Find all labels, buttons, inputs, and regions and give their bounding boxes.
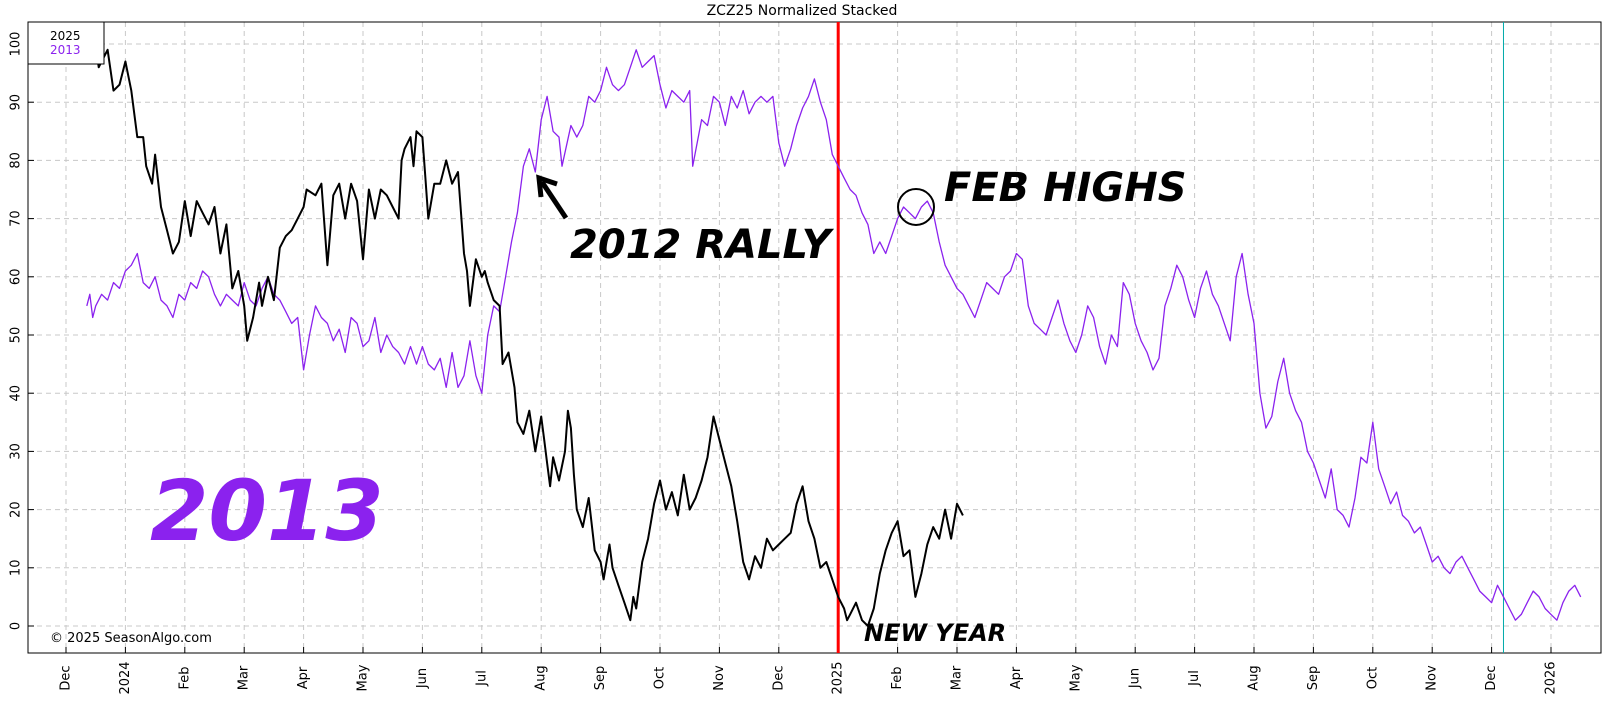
- rally-arrow: [536, 174, 569, 220]
- x-tick-label: Mar: [237, 665, 252, 690]
- x-tick-label: Nov: [1425, 665, 1440, 691]
- x-tick-label: Jun: [415, 668, 430, 689]
- feb-highs-circle: [897, 188, 935, 226]
- y-tick-label: 10: [9, 560, 24, 577]
- x-tick-label: May: [1068, 664, 1083, 691]
- x-tick-label: Dec: [59, 665, 74, 690]
- legend-entry-2025: 2025: [50, 29, 81, 43]
- x-tick-label: Sep: [593, 666, 608, 691]
- x-tick-label: Oct: [653, 667, 668, 689]
- rally-arrow-shaft: [539, 180, 569, 220]
- y-tick-label: 50: [9, 327, 24, 344]
- y-tick-label: 20: [9, 501, 24, 518]
- grid: [28, 22, 1601, 653]
- x-tick-label: Apr: [296, 666, 311, 689]
- legend-box: [27, 21, 105, 65]
- x-tick-label: Aug: [1247, 665, 1262, 690]
- legend-entry-2013: 2013: [50, 43, 81, 57]
- chart-title: ZCZ25 Normalized Stacked: [707, 3, 898, 19]
- series-line-2013: [86, 49, 1582, 621]
- rally-arrow-head: [536, 174, 558, 198]
- y-tick-label: 60: [9, 269, 24, 286]
- x-tick-label: Dec: [1484, 665, 1499, 690]
- copyright-text: © 2025 SeasonAlgo.com: [50, 631, 212, 646]
- x-tick-label: Apr: [1009, 666, 1024, 689]
- series-line-2025: [94, 43, 964, 627]
- annotation-new-year: NEW YEAR: [864, 619, 1006, 647]
- y-axis: 0 10 20 30 40 50 60 70 80 90 100: [9, 32, 34, 630]
- y-tick-label: 0: [9, 622, 24, 630]
- y-tick-label: 100: [9, 32, 24, 57]
- x-tick-label: Jul: [474, 670, 489, 687]
- x-tick-label: Nov: [712, 665, 727, 691]
- series-lines: [86, 43, 1582, 627]
- y-tick-label: 90: [9, 94, 24, 111]
- annotation-2012-rally: 2012 RALLY: [570, 222, 835, 268]
- x-axis: Dec 2024 Feb Mar Apr May Jun Jul Aug Sep Oct Nov Dec…: [59, 647, 1559, 695]
- x-tick-label: Aug: [534, 665, 549, 690]
- legend: 2025 2013: [27, 21, 105, 65]
- annotation-feb-highs: FEB HIGHS: [944, 165, 1187, 211]
- y-tick-label: 30: [9, 443, 24, 460]
- x-tick-label: Jul: [1187, 670, 1202, 687]
- x-tick-label: Sep: [1306, 666, 1321, 691]
- x-tick-label: Mar: [950, 665, 965, 690]
- x-tick-label: Oct: [1365, 667, 1380, 689]
- annotation-2013: 2013: [150, 462, 384, 560]
- y-tick-label: 70: [9, 210, 24, 227]
- x-tick-label: Jun: [1128, 668, 1143, 689]
- y-tick-label: 80: [9, 152, 24, 169]
- plot-frame: [27, 21, 1602, 654]
- x-tick-label: Dec: [771, 665, 786, 690]
- y-tick-label: 40: [9, 385, 24, 402]
- x-tick-label: May: [356, 664, 371, 691]
- x-tick-label: Feb: [890, 666, 905, 689]
- x-tick-label: 2026: [1544, 661, 1559, 694]
- vertical-markers: [836, 22, 1504, 653]
- x-tick-label: Feb: [177, 666, 192, 689]
- x-tick-label: 2024: [118, 661, 133, 694]
- x-tick-label: 2025: [831, 661, 846, 694]
